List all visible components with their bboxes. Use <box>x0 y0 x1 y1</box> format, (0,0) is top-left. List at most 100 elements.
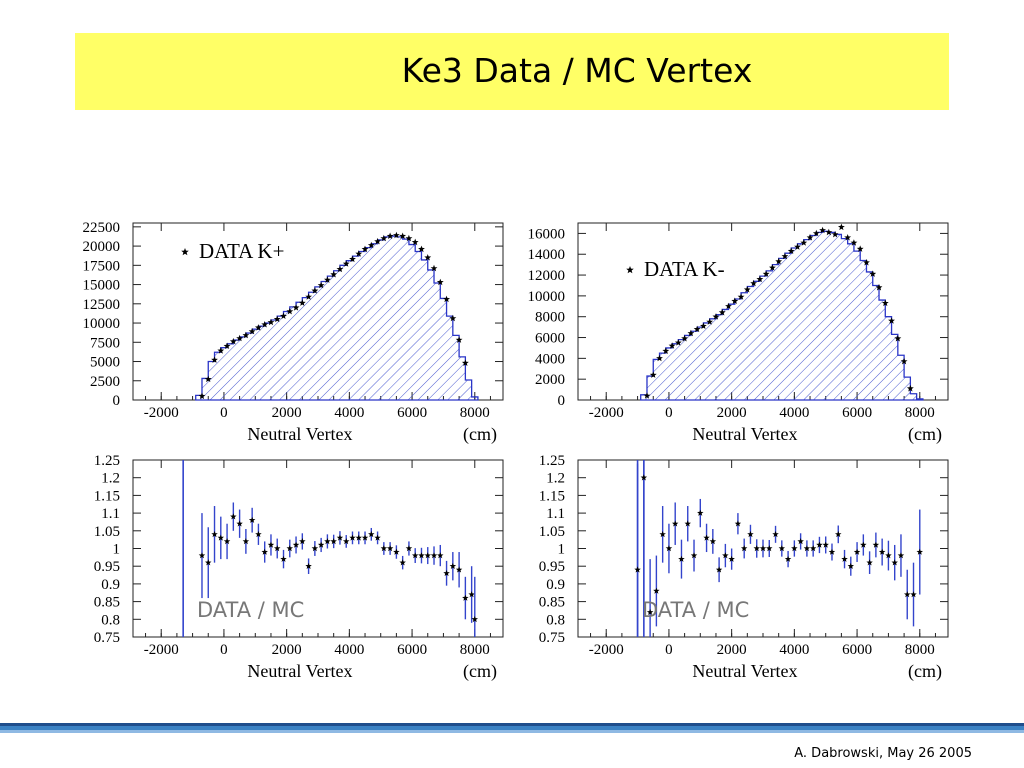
x-axis-unit: (cm) <box>463 424 497 445</box>
y-tick-label: 1.05 <box>94 524 120 540</box>
ratio-point <box>672 520 679 527</box>
footer-bar-mid <box>0 726 1024 730</box>
chart-svg: -2000 0 2000 4000 6000 8000 0.75 0.80.85 0.9 0.95… <box>94 453 504 682</box>
data-point <box>342 260 350 267</box>
data-point <box>430 264 438 272</box>
data-point <box>330 271 338 278</box>
ratio-point <box>462 594 469 601</box>
data-point <box>393 231 400 239</box>
ratio-point <box>841 555 848 562</box>
x-axis-label: Neutral Vertex <box>692 424 797 444</box>
ratio-point <box>835 530 842 538</box>
data-point <box>875 284 883 291</box>
data-point <box>449 314 457 322</box>
ratio-point <box>368 530 375 538</box>
ratio-point <box>797 538 804 545</box>
data-point <box>775 257 783 265</box>
x-axis-unit: (cm) <box>463 661 497 682</box>
data-point <box>731 297 739 304</box>
data-point <box>769 264 776 271</box>
x-tick-label: 6000 <box>397 405 427 421</box>
data-point <box>317 281 325 289</box>
data-point <box>223 342 231 349</box>
data-point <box>725 302 732 310</box>
x-tick-label: 8000 <box>905 642 935 658</box>
y-tick-label: 15000 <box>83 278 121 294</box>
data-point <box>787 247 795 254</box>
data-point <box>355 250 363 257</box>
data-point <box>881 299 889 307</box>
data-point <box>781 252 789 260</box>
data-point <box>756 275 764 283</box>
y-tick-label: 0.85 <box>94 595 120 611</box>
ratio-point <box>223 538 231 545</box>
ratio-point <box>885 552 892 559</box>
x-tick-label: 8000 <box>460 405 490 421</box>
ratio-point <box>280 555 287 562</box>
ratio-annotation: DATA / MC <box>642 598 749 622</box>
ratio-point <box>772 530 779 538</box>
ratio-point <box>809 545 817 552</box>
x-tick-label: 0 <box>665 405 673 421</box>
data-point <box>211 356 218 363</box>
ratio-point <box>697 509 704 516</box>
data-point <box>863 259 870 266</box>
data-point <box>204 375 212 383</box>
ratio-point <box>747 530 754 538</box>
ratio-point <box>766 545 773 552</box>
y-tick-label: 0 <box>558 393 566 409</box>
data-point <box>743 286 751 293</box>
chart-svg: -2000 0 2000 4000 6000 8000 0 2500 5000 7500 10000… <box>83 220 504 445</box>
ratio-point <box>437 552 444 559</box>
footer-bar-light <box>0 730 1024 733</box>
data-point <box>399 232 407 239</box>
x-tick-label: 0 <box>665 642 673 658</box>
data-point <box>261 321 269 328</box>
y-tick-label: 1 <box>113 542 121 558</box>
data-point <box>794 243 801 250</box>
ratio-point <box>634 566 641 573</box>
data-point <box>305 293 312 300</box>
y-tick-label: 0.75 <box>94 630 120 646</box>
data-point <box>706 318 714 325</box>
ratio-point <box>399 559 406 566</box>
ratio-point <box>211 530 218 538</box>
data-point <box>762 270 770 277</box>
ratio-point <box>343 538 350 545</box>
y-tick-label: 1.05 <box>539 524 565 540</box>
ratio-point <box>659 530 666 538</box>
x-tick-label: 0 <box>220 642 228 658</box>
y-tick-label: 8000 <box>535 310 565 326</box>
y-tick-label: 0.9 <box>546 577 565 593</box>
data-point <box>656 354 663 362</box>
data-point <box>674 339 682 346</box>
y-tick-label: 0.8 <box>101 612 120 628</box>
data-point <box>643 392 651 399</box>
ratio-point <box>715 566 723 573</box>
ratio-point <box>205 559 212 566</box>
ratio-point <box>665 545 673 552</box>
ratio-point <box>317 541 325 548</box>
x-tick-label: -2000 <box>144 642 179 658</box>
ratio-point <box>198 552 206 559</box>
ratio-point <box>324 538 331 545</box>
ratio-point <box>803 545 811 552</box>
ratio-point <box>299 538 306 545</box>
ratio-point <box>255 530 262 538</box>
ratio-point <box>847 562 854 569</box>
chart-kminus-ratio: -2000 0 2000 4000 6000 8000 0.75 0.8 0.85 0.9 0.95… <box>515 450 955 685</box>
ratio-point <box>242 538 250 545</box>
chart-kplus-vertex: -2000 0 2000 4000 6000 8000 0 2500 5000 7500 10000… <box>70 213 510 448</box>
data-point <box>800 239 808 246</box>
ratio-point <box>640 474 648 481</box>
x-tick-label: 4000 <box>779 405 809 421</box>
ratio-point <box>286 545 293 552</box>
y-tick-label: 0.9 <box>101 577 120 593</box>
data-point <box>217 347 225 354</box>
ratio-point <box>853 548 861 555</box>
data-point <box>374 237 381 245</box>
data-point <box>198 392 206 400</box>
chart-svg: -2000 0 2000 4000 6000 8000 0 2000 4000 6000 8000 1… <box>528 222 949 445</box>
y-tick-label: 1.25 <box>539 453 565 469</box>
ratio-point <box>248 516 256 523</box>
